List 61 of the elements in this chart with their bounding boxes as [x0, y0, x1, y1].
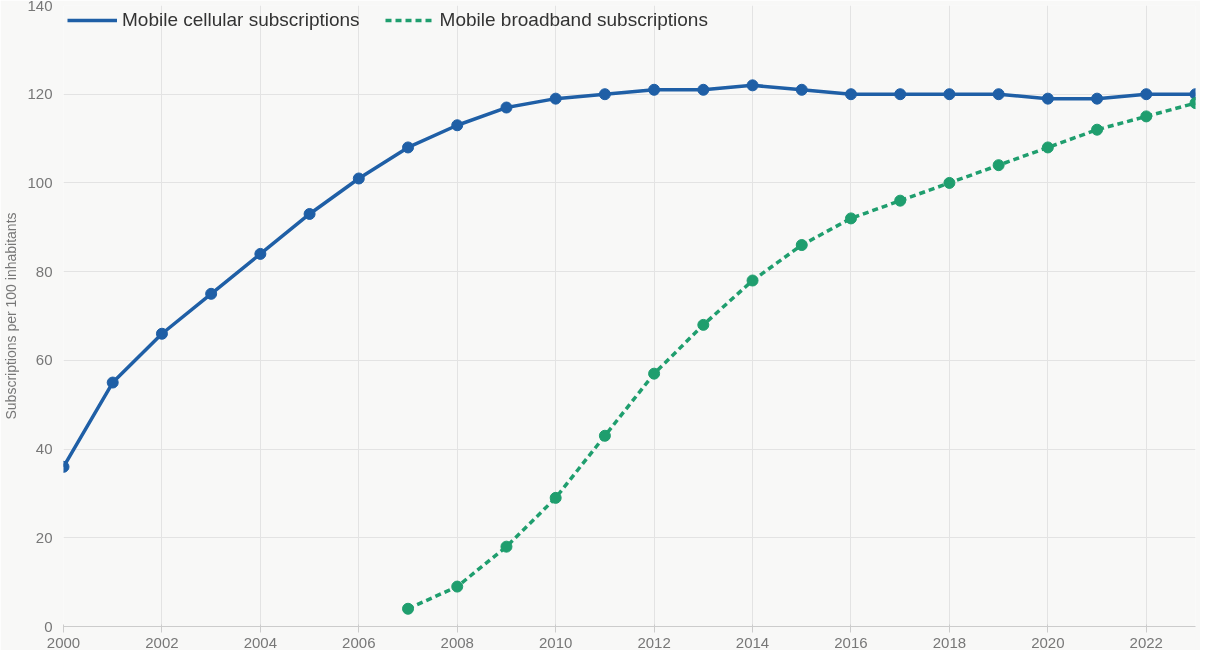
legend-label: Mobile broadband subscriptions: [439, 9, 708, 31]
point: [106, 376, 119, 389]
x-tick-label: 2008: [440, 633, 474, 651]
x-tick-label: 2014: [735, 633, 770, 651]
legend-label: Mobile cellular subscriptions: [122, 9, 360, 31]
x-tick-label: 2010: [538, 633, 573, 651]
point: [549, 491, 562, 504]
point: [402, 141, 415, 154]
point: [155, 327, 168, 340]
point: [795, 83, 808, 96]
y-tick-label: 80: [35, 262, 53, 280]
point: [500, 540, 513, 553]
y-tick-label: 60: [35, 351, 53, 369]
point: [598, 429, 611, 442]
point: [943, 88, 956, 101]
point: [598, 88, 611, 101]
y-tick-label: 140: [27, 0, 53, 14]
point: [648, 83, 661, 96]
point: [795, 239, 808, 252]
x-tick-label: 2002: [145, 633, 179, 651]
x-tick-label: 2000: [46, 633, 81, 651]
point: [746, 79, 759, 92]
point: [303, 207, 316, 220]
point: [402, 602, 415, 615]
y-tick-label: 120: [27, 85, 53, 103]
point: [1091, 123, 1104, 136]
x-tick-label: 2018: [932, 633, 967, 651]
x-tick-label: 2012: [637, 633, 671, 651]
y-tick-label: 20: [35, 528, 53, 546]
x-tick-label: 2004: [243, 633, 278, 651]
point: [697, 83, 710, 96]
point: [1140, 110, 1153, 123]
point: [1041, 141, 1054, 154]
y-tick-label: 40: [35, 440, 53, 458]
x-tick-label: 2016: [834, 633, 868, 651]
point: [500, 101, 513, 114]
point: [992, 88, 1005, 101]
point: [549, 92, 562, 105]
y-tick-label: 0: [44, 617, 53, 635]
point: [844, 88, 857, 101]
x-tick-label: 2020: [1031, 633, 1065, 651]
point: [1041, 92, 1054, 105]
x-tick-label: 2022: [1129, 633, 1163, 651]
point: [205, 287, 218, 300]
point: [894, 194, 907, 207]
point: [1140, 88, 1153, 101]
point: [943, 176, 956, 189]
point: [451, 119, 464, 132]
x-tick-label: 2006: [342, 633, 376, 651]
point: [254, 247, 267, 260]
y-tick-label: 100: [27, 173, 53, 191]
point: [992, 159, 1005, 172]
y-axis-title: Subscriptions per 100 inhabitants: [3, 212, 20, 420]
point: [352, 172, 365, 185]
point: [1091, 92, 1104, 105]
point: [894, 88, 907, 101]
point: [746, 274, 759, 287]
point: [451, 580, 464, 593]
point: [844, 212, 857, 225]
point: [697, 318, 710, 331]
point: [648, 367, 661, 380]
